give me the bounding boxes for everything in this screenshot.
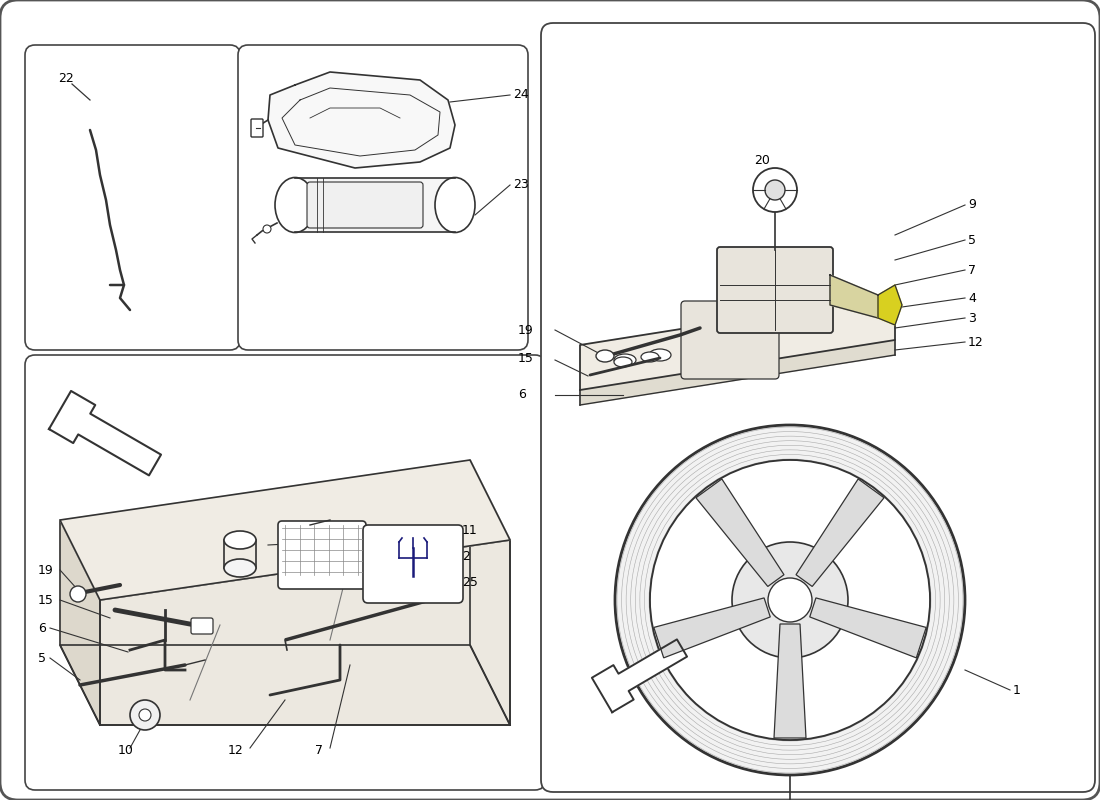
FancyBboxPatch shape (278, 521, 366, 589)
FancyBboxPatch shape (307, 182, 424, 228)
Circle shape (754, 168, 798, 212)
Polygon shape (830, 275, 890, 318)
Polygon shape (295, 178, 455, 232)
Text: 6: 6 (39, 622, 46, 634)
FancyBboxPatch shape (25, 355, 544, 790)
Ellipse shape (641, 352, 659, 362)
FancyBboxPatch shape (681, 301, 779, 379)
FancyBboxPatch shape (191, 618, 213, 634)
Circle shape (650, 460, 930, 740)
Circle shape (650, 460, 930, 740)
Polygon shape (696, 479, 784, 586)
Text: 4: 4 (968, 291, 976, 305)
Text: eurospes: eurospes (634, 386, 1006, 454)
Circle shape (732, 542, 848, 658)
Text: 10: 10 (118, 743, 134, 757)
Polygon shape (100, 540, 510, 725)
Text: 5: 5 (39, 651, 46, 665)
Polygon shape (796, 479, 884, 586)
Text: 19: 19 (39, 563, 54, 577)
Ellipse shape (224, 531, 256, 549)
Polygon shape (580, 340, 895, 405)
FancyBboxPatch shape (363, 525, 463, 603)
Polygon shape (268, 72, 455, 168)
Text: 23: 23 (513, 178, 529, 191)
Polygon shape (592, 639, 688, 712)
Text: 5: 5 (968, 234, 976, 246)
Text: 1: 1 (1013, 683, 1021, 697)
Ellipse shape (614, 354, 636, 366)
FancyBboxPatch shape (238, 45, 528, 350)
Polygon shape (60, 645, 510, 725)
Text: 7: 7 (315, 743, 323, 757)
Polygon shape (60, 520, 100, 725)
Circle shape (263, 225, 271, 233)
Circle shape (615, 425, 965, 775)
Polygon shape (810, 598, 926, 658)
Text: 25: 25 (462, 575, 477, 589)
Polygon shape (60, 460, 510, 600)
Ellipse shape (596, 350, 614, 362)
Ellipse shape (275, 178, 315, 233)
Circle shape (139, 709, 151, 721)
Text: 24: 24 (513, 89, 529, 102)
Text: 19: 19 (518, 323, 534, 337)
Circle shape (70, 586, 86, 602)
Polygon shape (878, 285, 902, 325)
Circle shape (130, 700, 159, 730)
Polygon shape (580, 295, 895, 390)
Circle shape (768, 578, 812, 622)
Text: 2: 2 (462, 550, 470, 562)
Text: 6: 6 (518, 389, 526, 402)
Ellipse shape (224, 559, 256, 577)
FancyBboxPatch shape (541, 23, 1094, 792)
FancyBboxPatch shape (717, 247, 833, 333)
Text: 7: 7 (968, 263, 976, 277)
Polygon shape (774, 624, 806, 738)
Text: 11: 11 (462, 523, 477, 537)
Circle shape (764, 180, 785, 200)
Polygon shape (50, 391, 161, 475)
Text: 15: 15 (518, 351, 534, 365)
Text: 15: 15 (39, 594, 54, 606)
Text: 22: 22 (58, 71, 74, 85)
Ellipse shape (434, 178, 475, 233)
Text: 3: 3 (968, 311, 976, 325)
FancyBboxPatch shape (251, 119, 263, 137)
Text: 9: 9 (968, 198, 976, 211)
Polygon shape (470, 460, 510, 725)
Ellipse shape (649, 349, 671, 361)
Text: a partner parts since 1985: a partner parts since 1985 (672, 480, 968, 500)
FancyBboxPatch shape (25, 45, 240, 350)
Polygon shape (653, 598, 770, 658)
Text: 20: 20 (755, 154, 770, 166)
Text: 12: 12 (968, 335, 983, 349)
Text: 12: 12 (228, 743, 244, 757)
Ellipse shape (614, 357, 632, 367)
